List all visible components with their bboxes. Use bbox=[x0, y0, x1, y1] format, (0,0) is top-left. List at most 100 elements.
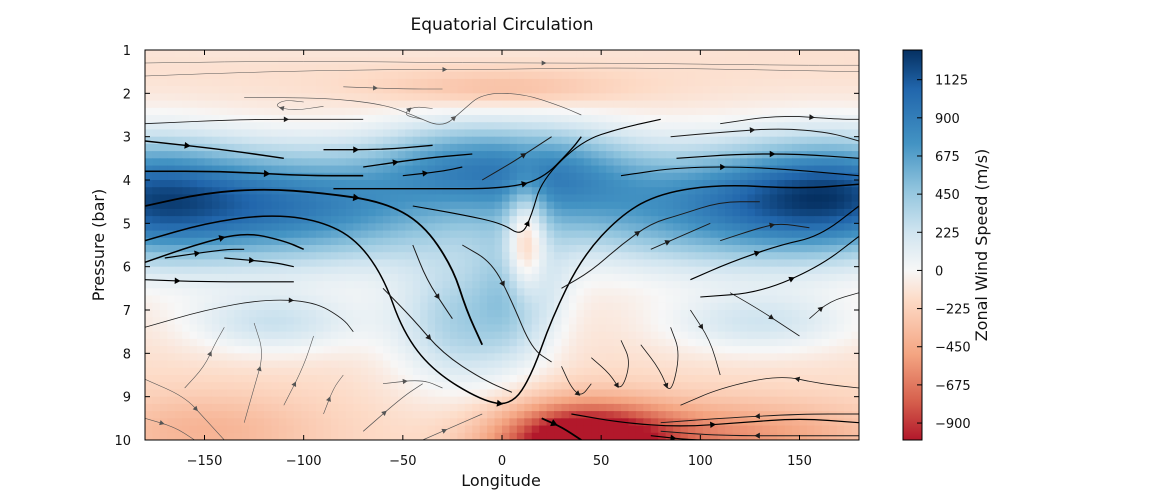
heatmap-cell bbox=[383, 338, 392, 347]
heatmap-cell bbox=[197, 208, 206, 217]
heatmap-cell bbox=[792, 216, 801, 224]
heatmap-cell bbox=[502, 86, 511, 94]
heatmap-cell bbox=[383, 230, 392, 239]
heatmap-cell bbox=[182, 375, 191, 383]
heatmap-cell bbox=[821, 50, 830, 58]
heatmap-cell bbox=[732, 245, 741, 253]
heatmap-cell bbox=[189, 107, 198, 116]
heatmap-cell bbox=[792, 180, 801, 188]
heatmap-cell bbox=[754, 143, 763, 152]
heatmap-cell bbox=[316, 302, 325, 311]
heatmap-cell bbox=[360, 151, 369, 159]
heatmap-cell bbox=[338, 180, 347, 188]
heatmap-cell bbox=[799, 310, 808, 318]
heatmap-cell bbox=[316, 180, 325, 188]
heatmap-cell bbox=[383, 237, 392, 246]
heatmap-cell bbox=[174, 360, 183, 369]
heatmap-cell bbox=[643, 403, 652, 412]
heatmap-cell bbox=[271, 93, 280, 102]
heatmap-cell bbox=[383, 78, 392, 87]
heatmap-cell bbox=[591, 273, 600, 282]
heatmap-cell bbox=[673, 78, 682, 87]
heatmap-cell bbox=[539, 158, 548, 167]
heatmap-cell bbox=[695, 50, 704, 58]
heatmap-cell bbox=[777, 50, 786, 58]
heatmap-cell bbox=[650, 382, 659, 391]
heatmap-cell bbox=[219, 136, 228, 145]
heatmap-cell bbox=[784, 360, 793, 369]
heatmap-cell bbox=[211, 382, 220, 391]
heatmap-cell bbox=[777, 93, 786, 102]
heatmap-cell bbox=[249, 273, 258, 282]
heatmap-cell bbox=[286, 252, 295, 261]
heatmap-cell bbox=[182, 50, 191, 58]
heatmap-cell bbox=[472, 64, 481, 73]
heatmap-cell bbox=[360, 93, 369, 102]
heatmap-cell bbox=[435, 115, 444, 123]
heatmap-cell bbox=[635, 317, 644, 326]
heatmap-cell bbox=[479, 396, 488, 405]
heatmap-cell bbox=[769, 223, 778, 232]
heatmap-cell bbox=[516, 93, 525, 102]
heatmap-cell bbox=[397, 86, 406, 94]
heatmap-cell bbox=[792, 295, 801, 304]
heatmap-cell bbox=[829, 411, 838, 419]
heatmap-cell bbox=[189, 78, 198, 87]
heatmap-cell bbox=[509, 266, 518, 275]
heatmap-cell bbox=[769, 86, 778, 94]
heatmap-cell bbox=[613, 122, 622, 131]
heatmap-cell bbox=[152, 64, 161, 73]
heatmap-cell bbox=[531, 295, 540, 304]
heatmap-cell bbox=[353, 187, 362, 196]
heatmap-cell bbox=[405, 216, 414, 224]
heatmap-cell bbox=[732, 273, 741, 282]
heatmap-cell bbox=[494, 346, 503, 354]
heatmap-cell bbox=[702, 223, 711, 232]
heatmap-cell bbox=[799, 375, 808, 383]
heatmap-cell bbox=[829, 71, 838, 80]
heatmap-cell bbox=[568, 273, 577, 282]
heatmap-cell bbox=[747, 216, 756, 224]
heatmap-cell bbox=[234, 57, 243, 66]
heatmap-cell bbox=[821, 382, 830, 391]
heatmap-cell bbox=[375, 317, 384, 326]
heatmap-cell bbox=[189, 165, 198, 174]
heatmap-cell bbox=[747, 403, 756, 412]
heatmap-cell bbox=[732, 324, 741, 333]
heatmap-cell bbox=[635, 288, 644, 297]
heatmap-cell bbox=[680, 346, 689, 354]
heatmap-cell bbox=[457, 281, 466, 289]
heatmap-cell bbox=[673, 50, 682, 58]
heatmap-cell bbox=[732, 389, 741, 398]
heatmap-cell bbox=[635, 143, 644, 152]
heatmap-cell bbox=[494, 310, 503, 318]
heatmap-cell bbox=[301, 245, 310, 253]
heatmap-cell bbox=[821, 245, 830, 253]
heatmap-cell bbox=[754, 100, 763, 109]
heatmap-cell bbox=[375, 78, 384, 87]
heatmap-cell bbox=[777, 115, 786, 123]
heatmap-cell bbox=[241, 259, 250, 268]
heatmap-cell bbox=[583, 180, 592, 188]
heatmap-cell bbox=[427, 418, 436, 427]
heatmap-cell bbox=[145, 180, 154, 188]
heatmap-cell bbox=[628, 93, 637, 102]
heatmap-cell bbox=[814, 180, 823, 188]
heatmap-cell bbox=[561, 230, 570, 239]
heatmap-cell bbox=[814, 64, 823, 73]
heatmap-cell bbox=[583, 273, 592, 282]
heatmap-cell bbox=[851, 396, 859, 405]
heatmap-cell bbox=[219, 71, 228, 80]
heatmap-cell bbox=[702, 266, 711, 275]
heatmap-cell bbox=[524, 201, 533, 210]
heatmap-cell bbox=[368, 151, 377, 159]
heatmap-cell bbox=[159, 288, 168, 297]
heatmap-cell bbox=[338, 129, 347, 138]
heatmap-cell bbox=[695, 266, 704, 275]
heatmap-cell bbox=[264, 353, 273, 362]
heatmap-cell bbox=[293, 201, 302, 210]
heatmap-cell bbox=[762, 180, 771, 188]
heatmap-cell bbox=[264, 201, 273, 210]
heatmap-cell bbox=[531, 411, 540, 419]
